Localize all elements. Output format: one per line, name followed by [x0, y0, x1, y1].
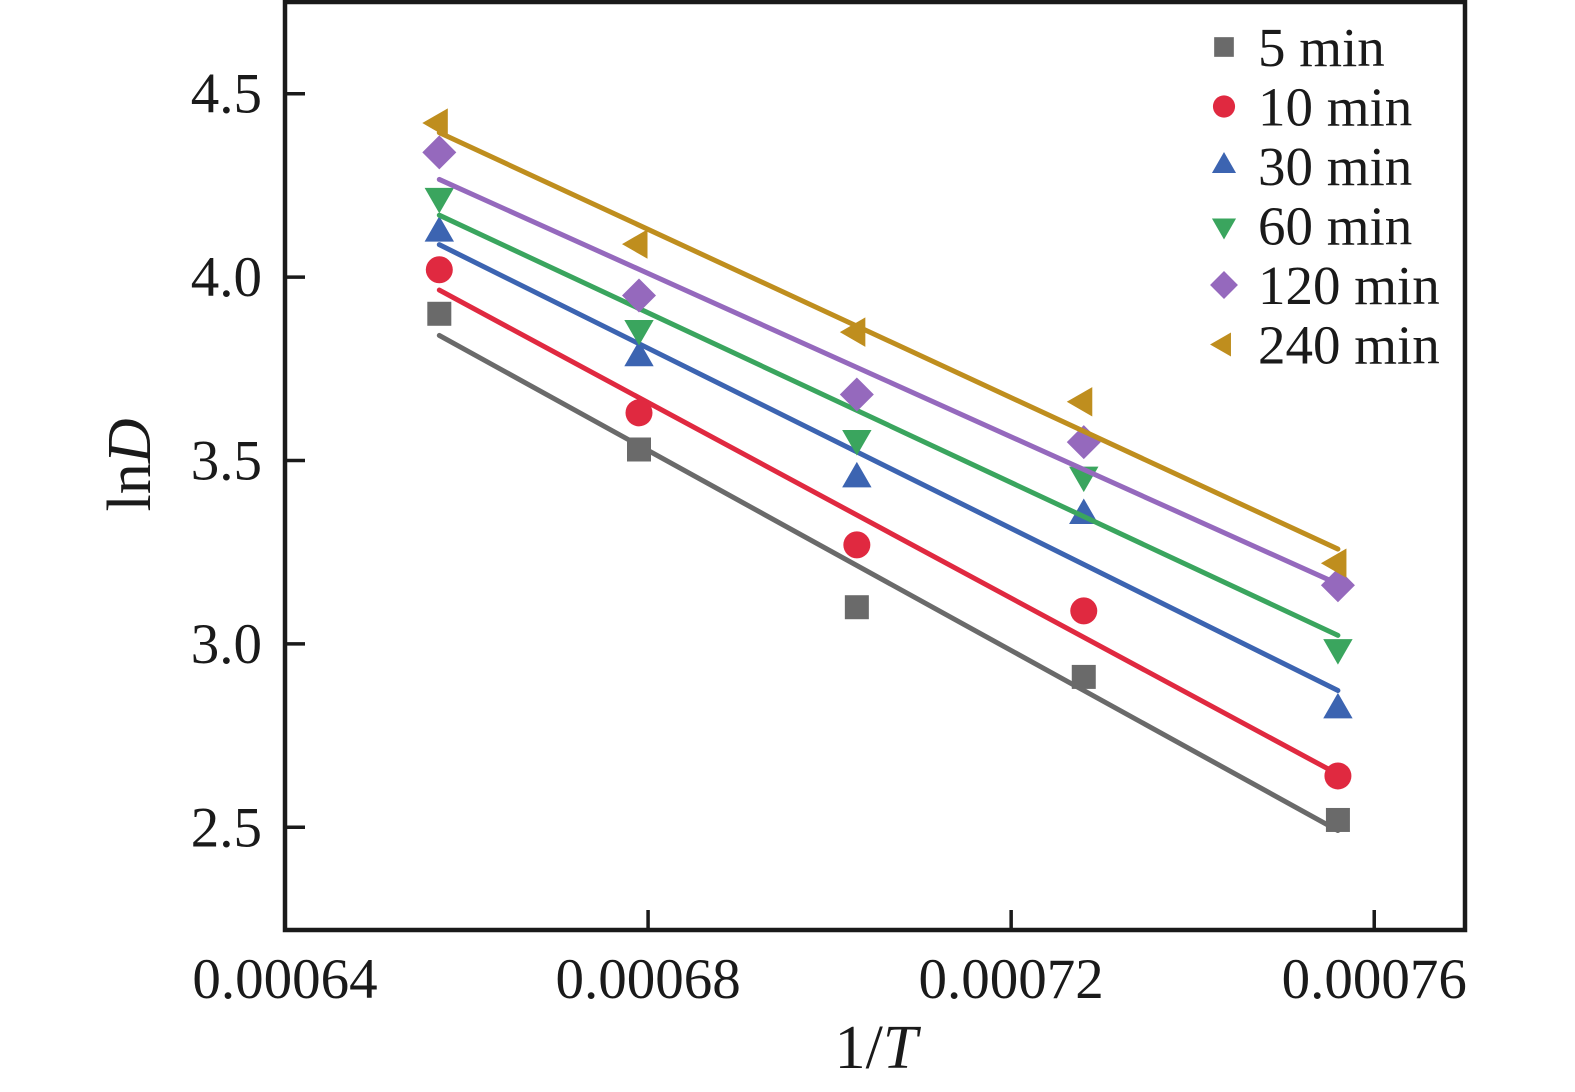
- y-axis-label: lnD: [96, 418, 164, 511]
- legend-swatch-10-min: [1212, 95, 1236, 118]
- data-point-5-min: [427, 301, 452, 326]
- data-point-10-min: [1070, 597, 1098, 625]
- data-point-10-min: [625, 399, 653, 427]
- legend-swatch-30-min: [1211, 152, 1237, 173]
- fit-line-30-min: [436, 242, 1341, 694]
- x-tick-label: 0.00076: [1282, 948, 1467, 1011]
- data-point-120-min: [622, 278, 656, 313]
- fit-line-60-min: [436, 212, 1341, 638]
- data-point-240-min: [1066, 387, 1093, 417]
- data-point-5-min: [627, 437, 651, 462]
- data-point-120-min: [422, 135, 457, 170]
- y-tick-label: 4.5: [191, 63, 262, 126]
- data-point-5-min: [1325, 807, 1350, 832]
- legend-label-5-min: 5 min: [1258, 17, 1385, 78]
- fit-line-120-min: [436, 176, 1341, 587]
- data-point-240-min: [1320, 548, 1347, 578]
- x-tick-label: 0.00068: [555, 948, 740, 1011]
- legend-swatch-240-min: [1210, 332, 1231, 357]
- data-point-60-min: [424, 187, 455, 214]
- data-point-10-min: [1324, 762, 1352, 790]
- plot-frame: [282, 0, 1468, 933]
- y-tick-label: 3.0: [191, 613, 262, 676]
- fit-line-240-min: [436, 130, 1341, 552]
- data-point-30-min: [424, 216, 455, 242]
- x-tick-label: 0.00072: [919, 948, 1104, 1011]
- legend-swatch-60-min: [1211, 218, 1237, 240]
- fit-line-10-min: [436, 287, 1341, 777]
- data-point-120-min: [1320, 568, 1355, 603]
- data-point-60-min: [1323, 639, 1353, 665]
- legend-label-10-min: 10 min: [1258, 77, 1412, 138]
- data-point-30-min: [842, 461, 872, 488]
- legend-label-240-min: 240 min: [1258, 315, 1440, 376]
- y-tick-label: 2.5: [191, 796, 262, 859]
- y-tick-label: 3.5: [191, 429, 262, 492]
- data-point-5-min: [1071, 664, 1096, 689]
- data-point-30-min: [624, 340, 654, 367]
- data-point-240-min: [622, 229, 648, 259]
- data-point-240-min: [839, 317, 866, 347]
- data-point-240-min: [422, 108, 448, 138]
- legend-label-120-min: 120 min: [1258, 255, 1440, 316]
- legend-label-30-min: 30 min: [1258, 136, 1412, 197]
- data-point-120-min: [839, 377, 874, 412]
- data-point-60-min: [624, 319, 654, 346]
- data-point-30-min: [1323, 692, 1353, 719]
- legend-swatch-5-min: [1214, 37, 1234, 57]
- data-point-10-min: [843, 531, 871, 559]
- x-tick-label: 0.00064: [192, 948, 377, 1011]
- legend-label-60-min: 60 min: [1258, 196, 1412, 257]
- y-tick-label: 4.0: [191, 246, 262, 309]
- fit-line-5-min: [436, 332, 1341, 834]
- x-axis-label: 1/T: [835, 1014, 922, 1082]
- legend-swatch-120-min: [1210, 271, 1238, 299]
- data-point-60-min: [842, 429, 872, 456]
- data-point-5-min: [844, 595, 869, 620]
- data-point-10-min: [425, 256, 453, 284]
